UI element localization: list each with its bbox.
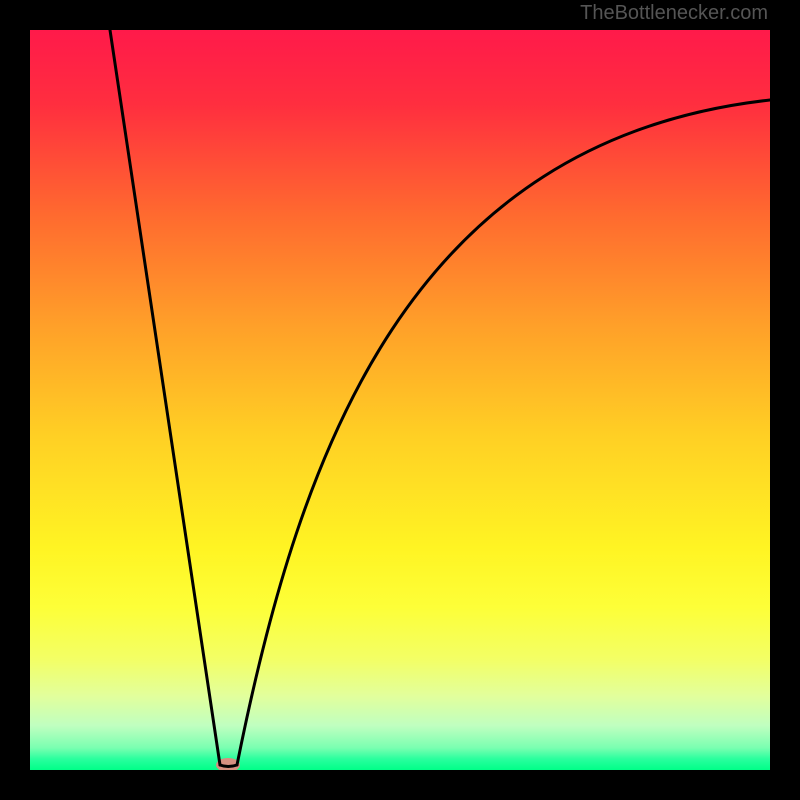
chart-container: TheBottlenecker.com bbox=[0, 0, 800, 800]
curve-right-branch bbox=[237, 100, 770, 765]
watermark-text: TheBottlenecker.com bbox=[580, 2, 768, 25]
curve-layer bbox=[30, 30, 770, 770]
curve-join bbox=[220, 765, 237, 767]
curve-left-branch bbox=[110, 30, 220, 765]
plot-area bbox=[30, 30, 770, 770]
